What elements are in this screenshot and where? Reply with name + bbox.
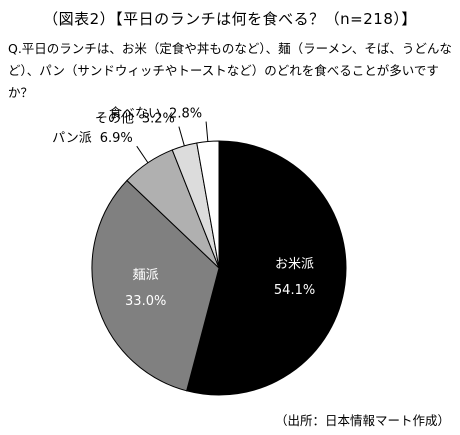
slice-value-none: 2.8% xyxy=(169,107,202,122)
slice-label-none: 食べない xyxy=(109,106,161,122)
leader-line-bread xyxy=(136,145,149,164)
survey-question: Q.平日のランチは、お米（定食や丼ものなど）、麺（ラーメン、そば、うどんなど）、… xyxy=(8,41,452,100)
slice-value-bread: 6.9% xyxy=(100,131,133,146)
leader-line-other xyxy=(178,126,185,146)
slice-value-rice: 54.1% xyxy=(274,283,315,298)
source-note: （出所：日本情報マート作成） xyxy=(274,413,450,428)
slice-label-noodles: 麺派 xyxy=(133,268,159,283)
slice-label-other: その他 xyxy=(95,112,134,127)
leader-line-none xyxy=(205,121,209,142)
slice-label-bread: パン派 xyxy=(52,131,92,146)
slice-label-rice: お米派 xyxy=(275,257,314,272)
pie-slice-noodles xyxy=(91,179,220,392)
slice-value-noodles: 33.0% xyxy=(125,294,166,309)
chart-title: （図表2）【平日のランチは何を食べる？（n=218）】 xyxy=(43,10,417,28)
slice-value-other: 3.2% xyxy=(142,112,175,127)
pie-slice-rice xyxy=(186,140,347,396)
